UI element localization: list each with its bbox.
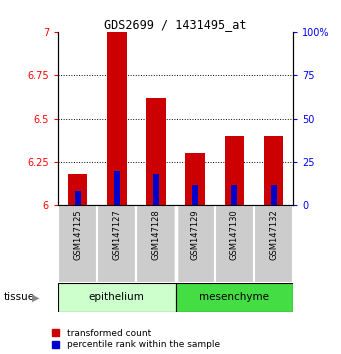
Text: GSM147128: GSM147128 xyxy=(151,209,161,260)
FancyBboxPatch shape xyxy=(176,205,215,283)
Text: GSM147129: GSM147129 xyxy=(191,209,200,260)
Text: mesenchyme: mesenchyme xyxy=(199,292,269,302)
Bar xyxy=(176,283,293,312)
Bar xyxy=(271,184,277,205)
Bar xyxy=(107,32,127,205)
Text: GSM147132: GSM147132 xyxy=(269,209,278,260)
Text: GSM147130: GSM147130 xyxy=(230,209,239,260)
Text: ▶: ▶ xyxy=(32,292,40,302)
FancyBboxPatch shape xyxy=(58,205,97,283)
Bar xyxy=(75,192,80,205)
Bar xyxy=(68,174,87,205)
Text: GSM147127: GSM147127 xyxy=(112,209,121,260)
Text: GSM147125: GSM147125 xyxy=(73,209,82,260)
Bar xyxy=(232,184,237,205)
Bar xyxy=(186,153,205,205)
Bar xyxy=(114,171,120,205)
Bar xyxy=(225,136,244,205)
Bar xyxy=(264,136,283,205)
Bar xyxy=(192,184,198,205)
Text: epithelium: epithelium xyxy=(89,292,145,302)
Legend: transformed count, percentile rank within the sample: transformed count, percentile rank withi… xyxy=(52,329,220,349)
Text: tissue: tissue xyxy=(3,292,34,302)
FancyBboxPatch shape xyxy=(97,205,136,283)
Bar xyxy=(146,98,166,205)
Bar xyxy=(153,174,159,205)
Bar xyxy=(58,283,176,312)
Title: GDS2699 / 1431495_at: GDS2699 / 1431495_at xyxy=(104,18,247,31)
FancyBboxPatch shape xyxy=(254,205,293,283)
FancyBboxPatch shape xyxy=(136,205,176,283)
FancyBboxPatch shape xyxy=(215,205,254,283)
